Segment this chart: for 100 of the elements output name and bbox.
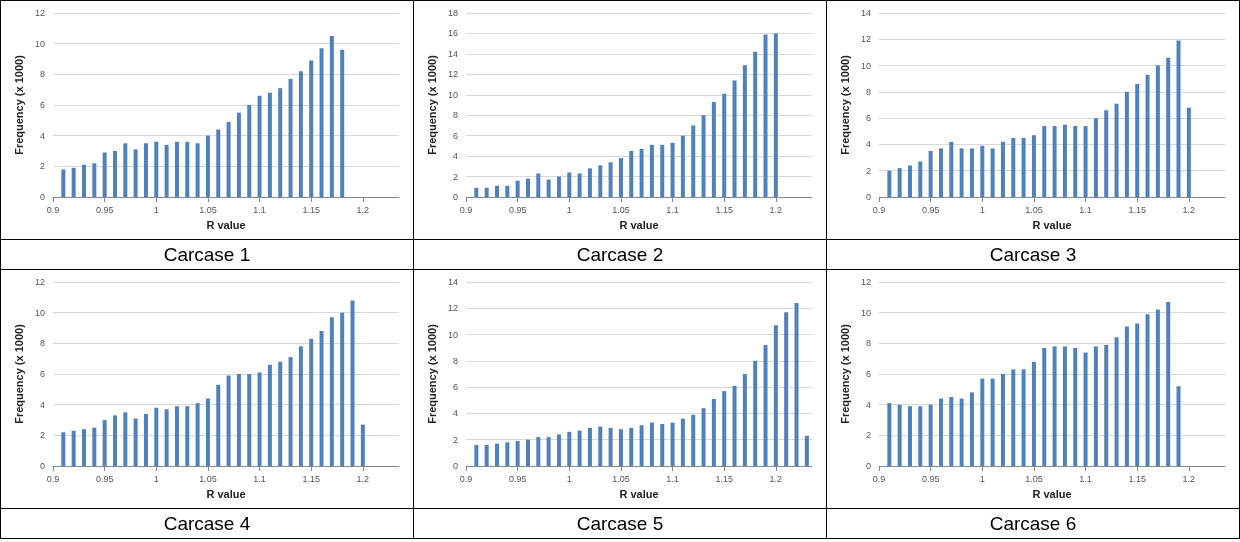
bar xyxy=(278,361,283,466)
x-tick-label: 0.9 xyxy=(459,473,473,484)
bar xyxy=(494,443,499,466)
x-tick-label: 0.95 xyxy=(95,204,114,215)
bar xyxy=(742,65,747,197)
bar xyxy=(102,420,107,466)
bar xyxy=(556,434,561,466)
bar xyxy=(525,439,530,466)
bar xyxy=(92,163,97,197)
y-tick-label: 0 xyxy=(39,461,45,471)
bar xyxy=(1073,347,1078,466)
bar xyxy=(1176,386,1181,466)
bar xyxy=(71,167,76,197)
bar xyxy=(887,170,892,197)
bar xyxy=(484,187,489,197)
bar xyxy=(1021,137,1026,197)
x-axis-title: R value xyxy=(206,487,246,500)
bar xyxy=(1021,369,1026,466)
bar xyxy=(143,413,148,466)
bar xyxy=(794,303,799,466)
bar xyxy=(205,135,210,197)
x-tick-label: 1.15 xyxy=(1128,204,1146,215)
bar xyxy=(288,78,293,197)
y-tick-label: 0 xyxy=(865,461,871,471)
x-tick-label: 1.05 xyxy=(612,204,630,215)
bar xyxy=(1186,107,1191,197)
bar xyxy=(763,34,768,197)
bar xyxy=(1011,137,1016,197)
x-tick-label: 0.9 xyxy=(872,204,886,215)
bar xyxy=(887,403,892,466)
bar xyxy=(350,300,355,466)
bar xyxy=(1145,314,1150,466)
y-tick-label: 18 xyxy=(447,8,458,18)
bar xyxy=(185,406,190,466)
bar xyxy=(959,398,964,466)
bar xyxy=(61,169,66,197)
x-tick-label: 1.05 xyxy=(199,204,217,215)
bar xyxy=(577,173,582,197)
x-tick-label: 1.15 xyxy=(1128,473,1146,484)
bar xyxy=(340,312,345,466)
bar xyxy=(1124,91,1129,197)
bar xyxy=(1000,374,1005,466)
bar xyxy=(92,427,97,466)
y-tick-label: 6 xyxy=(865,369,871,379)
y-tick-label: 10 xyxy=(447,89,458,100)
bar xyxy=(773,33,778,197)
bar xyxy=(969,148,974,197)
bar xyxy=(112,415,117,466)
bar xyxy=(1114,337,1119,466)
bar xyxy=(236,112,241,197)
bar xyxy=(309,338,314,466)
bar xyxy=(639,425,644,466)
y-tick-label: 12 xyxy=(447,303,458,314)
y-axis-title: Frequency (x 1000) xyxy=(838,323,851,424)
bar xyxy=(298,71,303,197)
bar xyxy=(474,444,479,466)
x-tick-label: 1.1 xyxy=(666,204,679,215)
bar xyxy=(1166,301,1171,466)
bar xyxy=(938,398,943,466)
bar xyxy=(123,412,128,466)
bar xyxy=(1135,323,1140,466)
bar xyxy=(670,422,675,466)
x-tick-label: 0.95 xyxy=(921,473,940,484)
y-tick-label: 16 xyxy=(447,28,458,39)
bar xyxy=(1073,126,1078,197)
bar xyxy=(1083,352,1088,466)
bar xyxy=(598,165,603,197)
x-tick-label: 1.15 xyxy=(715,204,733,215)
y-tick-label: 2 xyxy=(452,171,458,182)
bar xyxy=(918,161,923,197)
y-tick-label: 10 xyxy=(34,307,45,318)
bar xyxy=(1083,126,1088,197)
bar xyxy=(629,151,634,197)
bar xyxy=(226,375,231,466)
bar xyxy=(123,143,128,197)
bar xyxy=(298,346,303,466)
bar xyxy=(691,125,696,197)
y-tick-label: 0 xyxy=(452,461,458,471)
bar xyxy=(618,429,623,466)
bar xyxy=(164,144,169,197)
bar xyxy=(154,407,159,466)
y-tick-label: 8 xyxy=(452,355,458,366)
bar xyxy=(949,397,954,466)
bar xyxy=(143,143,148,197)
y-tick-label: 6 xyxy=(452,382,458,393)
bar xyxy=(112,151,117,197)
y-tick-label: 6 xyxy=(452,130,458,141)
bar xyxy=(556,176,561,197)
x-axis-title: R value xyxy=(206,218,246,231)
bar xyxy=(680,418,685,466)
text: Carcase 6 xyxy=(827,508,1239,538)
bar xyxy=(267,364,272,466)
y-axis-title: Frequency (x 1000) xyxy=(838,54,851,155)
bar xyxy=(484,444,489,466)
bar xyxy=(897,404,902,466)
bar xyxy=(753,360,758,466)
bar xyxy=(236,374,241,466)
x-tick-label: 0.9 xyxy=(459,204,473,215)
y-tick-label: 12 xyxy=(34,8,45,18)
x-axis-title: R value xyxy=(1032,487,1072,500)
